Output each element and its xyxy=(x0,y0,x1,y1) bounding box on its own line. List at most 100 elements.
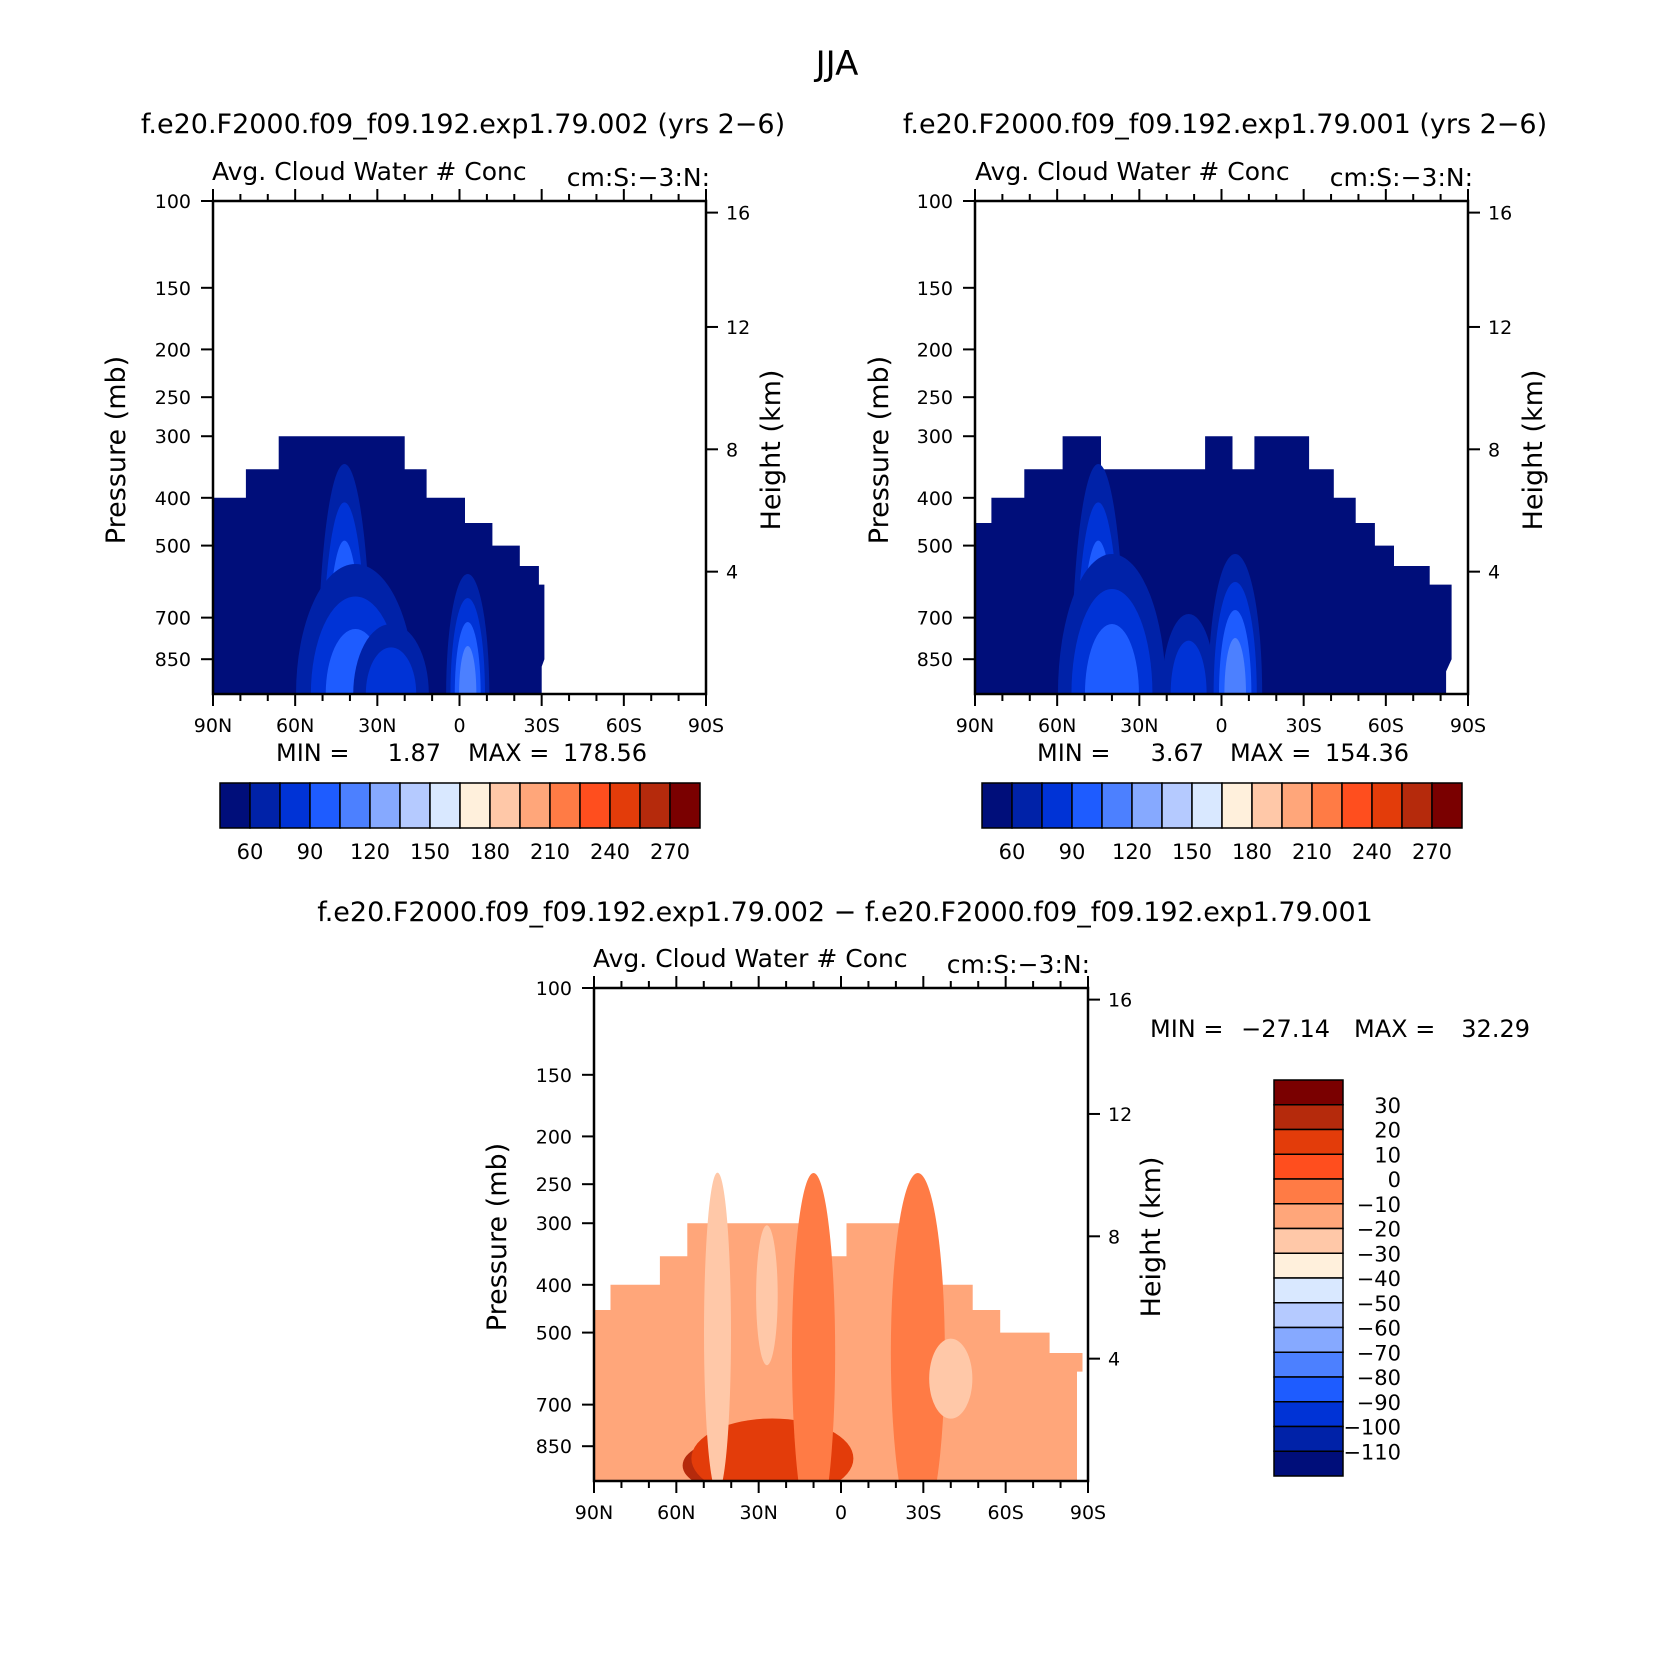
panel-left-header: f.e20.F2000.f09_f09.192.exp1.79.002 (yrs… xyxy=(141,109,785,140)
panel-right-colorbar-box xyxy=(1101,782,1133,829)
panel-right-colorbar-box xyxy=(1431,782,1463,829)
panel-diff-contour xyxy=(704,1172,731,1481)
panel-right-xtick-label: 60N xyxy=(1038,715,1076,737)
panel-left-colorbar-label: 210 xyxy=(530,840,570,864)
panel-left-colorbar-box xyxy=(399,782,431,829)
panel-right-max-label: MAX = xyxy=(1230,739,1311,767)
panel-left-ytick-label: 700 xyxy=(155,608,191,630)
panel-diff-ytick-label: 400 xyxy=(536,1275,572,1297)
panel-diff-xtick-label: 90N xyxy=(575,1502,613,1524)
panel-diff-max-value: 32.29 xyxy=(1461,1015,1530,1043)
panel-right-colorbar-box xyxy=(1341,782,1373,829)
panel-diff-colorbar-box xyxy=(1273,1128,1344,1155)
panel-diff-colorbar-box xyxy=(1273,1376,1344,1403)
panel-right-colorbar-label: 60 xyxy=(999,840,1026,864)
panel-diff-contour xyxy=(890,1173,945,1481)
panel-diff-ytick-label: 150 xyxy=(536,1065,572,1087)
panel-right-colorbar-label: 90 xyxy=(1059,840,1086,864)
panel-left-colorbar-box xyxy=(369,782,401,829)
panel-right-y2label: Height (km) xyxy=(1518,370,1549,531)
panel-right-contour xyxy=(1170,640,1207,694)
panel-left-ytick-label: 300 xyxy=(155,426,191,448)
panel-right-ytick-label: 700 xyxy=(917,608,953,630)
panel-diff-colorbar-label: −20 xyxy=(1357,1218,1401,1242)
panel-left-y2label: Height (km) xyxy=(756,370,787,531)
panel-diff-colorbar-label: −110 xyxy=(1343,1440,1401,1464)
panel-diff-ytick-label: 300 xyxy=(536,1213,572,1235)
panel-right-colorbar-label: 150 xyxy=(1172,840,1212,864)
panel-left-y2tick-label: 16 xyxy=(726,203,750,225)
panel-left-colorbar-box xyxy=(549,782,581,829)
panel-diff-xtick-label: 30N xyxy=(739,1502,777,1524)
panel-diff-xtick-label: 0 xyxy=(835,1502,847,1524)
panel-right-xtick-label: 30S xyxy=(1286,715,1322,737)
panel-right-colorbar-label: 120 xyxy=(1112,840,1152,864)
panel-left-y2tick-label: 8 xyxy=(726,439,738,461)
panel-left-xtick-label: 30S xyxy=(524,715,560,737)
panel-right-ytick-label: 150 xyxy=(917,278,953,300)
panel-right-header: f.e20.F2000.f09_f09.192.exp1.79.001 (yrs… xyxy=(903,109,1547,140)
panel-right-y2tick-label: 8 xyxy=(1488,439,1500,461)
panel-left-colorbar-label: 270 xyxy=(650,840,690,864)
panel-left-xtick-label: 90N xyxy=(194,715,232,737)
panel-left-y2tick-label: 12 xyxy=(726,317,750,339)
panel-left-min-value: 1.87 xyxy=(388,739,441,767)
panel-diff-y2tick-label: 12 xyxy=(1108,1104,1132,1126)
panel-right-colorbar-box xyxy=(1011,782,1043,829)
panel-left-ytick-label: 200 xyxy=(155,339,191,361)
panel-left: f.e20.F2000.f09_f09.192.exp1.79.002 (yrs… xyxy=(101,109,787,864)
panel-diff-colorbar-label: −10 xyxy=(1357,1193,1401,1217)
panel-right-xtick-label: 30N xyxy=(1120,715,1158,737)
panel-diff-xtick-label: 90S xyxy=(1070,1502,1106,1524)
panel-left-colorbar-box xyxy=(609,782,641,829)
panel-left-xtick-label: 0 xyxy=(453,715,465,737)
panel-diff-y2tick-label: 4 xyxy=(1108,1349,1120,1371)
panel-right-colorbar-box xyxy=(1071,782,1103,829)
panel-left-ytick-label: 850 xyxy=(155,649,191,671)
panel-diff-ytick-label: 100 xyxy=(536,978,572,1000)
panel-left-colorbar-label: 180 xyxy=(470,840,510,864)
panel-diff-colorbar-box xyxy=(1273,1326,1344,1353)
panel-right-colorbar-box xyxy=(1311,782,1343,829)
panel-right-colorbar-box xyxy=(1371,782,1403,829)
panel-left-units: cm:S:−3:N: xyxy=(567,163,710,192)
panel-diff-colorbar-box xyxy=(1273,1277,1344,1304)
panel-left-colorbar-box xyxy=(429,782,461,829)
panel-left-title: Avg. Cloud Water # Conc xyxy=(212,157,527,186)
panel-diff-header: f.e20.F2000.f09_f09.192.exp1.79.002 − f.… xyxy=(317,897,1373,928)
panel-left-ytick-label: 100 xyxy=(155,191,191,213)
panel-diff-xtick-label: 30S xyxy=(905,1502,941,1524)
panel-right-y2tick-label: 16 xyxy=(1488,203,1512,225)
panel-right-ytick-label: 250 xyxy=(917,387,953,409)
panel-diff-colorbar-label: −80 xyxy=(1357,1366,1401,1390)
panel-left-colorbar-box xyxy=(459,782,491,829)
panel-diff-ylabel: Pressure (mb) xyxy=(482,1143,513,1331)
panel-right-title: Avg. Cloud Water # Conc xyxy=(975,157,1290,186)
panel-right-ytick-label: 200 xyxy=(917,339,953,361)
panel-right-colorbar-label: 210 xyxy=(1292,840,1332,864)
panel-diff-colorbar-label: −100 xyxy=(1343,1416,1401,1440)
panel-diff-colorbar-label: 10 xyxy=(1374,1143,1401,1167)
panel-diff-colorbar-box xyxy=(1273,1227,1344,1254)
panel-diff-colorbar-box xyxy=(1273,1104,1344,1131)
panel-right-colorbar-label: 270 xyxy=(1412,840,1452,864)
panel-left-xtick-label: 30N xyxy=(358,715,396,737)
panel-right-min-label: MIN = xyxy=(1037,739,1110,767)
panel-left-ytick-label: 400 xyxy=(155,488,191,510)
panel-left-ytick-label: 250 xyxy=(155,387,191,409)
panel-left-colorbar-box xyxy=(489,782,521,829)
panel-right-xtick-label: 90N xyxy=(956,715,994,737)
panel-diff-colorbar-box xyxy=(1273,1079,1344,1106)
panel-left-colorbar-box xyxy=(339,782,371,829)
panel-right-colorbar-box xyxy=(1191,782,1223,829)
panel-right-ytick-label: 500 xyxy=(917,536,953,558)
panel-left-colorbar-box xyxy=(519,782,551,829)
panel-diff-colorbar-label: 20 xyxy=(1374,1119,1401,1143)
panel-left-colorbar-box xyxy=(639,782,671,829)
panel-left-colorbar-box xyxy=(249,782,281,829)
panel-diff-y2label: Height (km) xyxy=(1136,1157,1167,1318)
panel-left-max-label: MAX = xyxy=(468,739,549,767)
panel-diff-contour xyxy=(756,1225,778,1366)
panel-left-contour xyxy=(365,647,417,694)
panel-right-ylabel: Pressure (mb) xyxy=(864,356,895,544)
